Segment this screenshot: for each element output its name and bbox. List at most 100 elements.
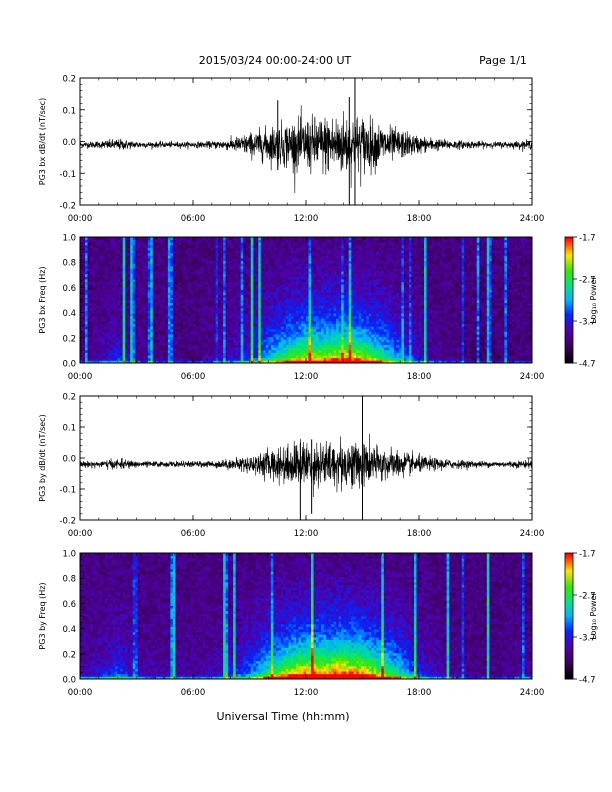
spectrogram-cell (265, 300, 269, 304)
spectrogram-cell (135, 286, 139, 290)
spectrogram-cell (258, 239, 262, 243)
spectrogram-cell (218, 323, 222, 327)
spectrogram-cell (147, 328, 151, 332)
spectrogram-cell (275, 336, 279, 340)
spectrogram-cell (265, 310, 269, 314)
spectrogram-cell (285, 352, 289, 356)
spectrogram-cell (270, 307, 274, 311)
spectrogram-cell (205, 344, 209, 348)
spectrogram-cell (157, 279, 161, 283)
spectrogram-cell (258, 258, 262, 262)
spectrogram-cell (150, 271, 154, 275)
spectrogram-cell (303, 258, 307, 262)
spectrogram-cell (318, 321, 322, 325)
spectrogram-cell (265, 237, 269, 241)
spectrogram-cell (248, 313, 252, 317)
spectrogram-cell (145, 284, 149, 288)
spectrogram-cell (258, 289, 262, 293)
spectrogram-cell (170, 302, 174, 306)
spectrogram-cell (311, 310, 314, 314)
spectrogram-cell (175, 305, 179, 309)
spectrogram-cell (157, 302, 161, 306)
spectrogram-cell (225, 263, 229, 267)
spectrogram-cell (130, 250, 134, 254)
spectrogram-cell (235, 326, 239, 330)
spectrogram-cell (260, 252, 264, 256)
spectrogram-cell (273, 360, 277, 364)
spectrogram-cell (210, 279, 214, 283)
spectrogram-cell (253, 326, 257, 330)
spectrogram-cell (278, 360, 282, 364)
spectrogram-cell (152, 297, 156, 301)
spectrogram-cell (223, 331, 227, 335)
spectrogram-cell (283, 310, 287, 314)
spectrogram-cell (273, 336, 277, 340)
spectrogram-cell (290, 265, 294, 269)
spectrogram-cell (127, 310, 131, 314)
spectrogram-cell (263, 250, 267, 254)
spectrogram-cell (157, 281, 161, 285)
spectrogram-cell (132, 265, 136, 269)
spectrogram-cell (218, 279, 222, 283)
spectrogram-cell (270, 331, 274, 335)
spectrogram-cell (213, 357, 216, 361)
spectrogram-cell (245, 286, 249, 290)
spectrogram-cell (107, 281, 111, 285)
spectrogram-cell (165, 237, 169, 241)
spectrogram-cell (190, 326, 194, 330)
spectrogram-cell (283, 263, 287, 267)
spectrogram-cell (308, 360, 312, 364)
spectrogram-cell (172, 260, 176, 264)
spectrogram-cell (270, 328, 274, 332)
spectrogram-cell (308, 292, 312, 296)
spectrogram-cell (240, 242, 244, 246)
spectrogram-cell (275, 318, 279, 322)
spectrogram-cell (97, 252, 101, 256)
spectrogram-cell (102, 355, 106, 359)
spectrogram-cell (92, 271, 96, 275)
spectrogram-cell (90, 307, 93, 311)
spectrogram-cell (321, 255, 324, 259)
spectrogram-cell (255, 331, 259, 335)
spectrogram-cell (80, 289, 83, 293)
spectrogram-cell (225, 352, 229, 356)
spectrogram-cell (316, 284, 319, 288)
spectrogram-cell (180, 300, 184, 304)
spectrogram-cell (175, 349, 179, 353)
spectrogram-cell (122, 326, 126, 330)
spectrogram-cell (290, 263, 294, 267)
spectrogram-cell (152, 265, 156, 269)
spectrogram-cell (225, 281, 229, 285)
spectrogram-cell (97, 286, 101, 290)
spectrogram-cell (228, 247, 232, 251)
spectrogram-cell (313, 315, 317, 319)
spectrogram-cell (326, 326, 329, 330)
spectrogram-cell (185, 294, 189, 298)
spectrogram-cell (225, 336, 229, 340)
spectrogram-cell (283, 342, 287, 346)
spectrogram-cell (150, 315, 154, 319)
spectrogram-cell (95, 252, 98, 256)
spectrogram-cell (265, 268, 269, 272)
spectrogram-cell (218, 237, 222, 241)
spectrogram-cell (200, 310, 204, 314)
spectrogram-cell (258, 300, 262, 304)
spectrogram-cell (238, 294, 242, 298)
spectrogram-cell (82, 307, 86, 311)
spectrogram-cell (102, 286, 106, 290)
spectrogram-cell (182, 323, 186, 327)
spectrogram-cell (170, 349, 174, 353)
spectrogram-cell (245, 305, 249, 309)
spectrogram-cell (82, 300, 86, 304)
spectrogram-cell (225, 328, 229, 332)
spectrogram-cell (130, 268, 134, 272)
spectrogram-cell (311, 313, 314, 317)
spectrogram-cell (125, 281, 129, 285)
spectrogram-cell (102, 281, 106, 285)
spectrogram-cell (87, 302, 91, 306)
spectrogram-cell (87, 273, 91, 277)
spectrogram-cell (142, 344, 146, 348)
spectrogram-cell (185, 302, 189, 306)
spectrogram-cell (170, 237, 174, 241)
spectrogram-cell (102, 237, 106, 241)
